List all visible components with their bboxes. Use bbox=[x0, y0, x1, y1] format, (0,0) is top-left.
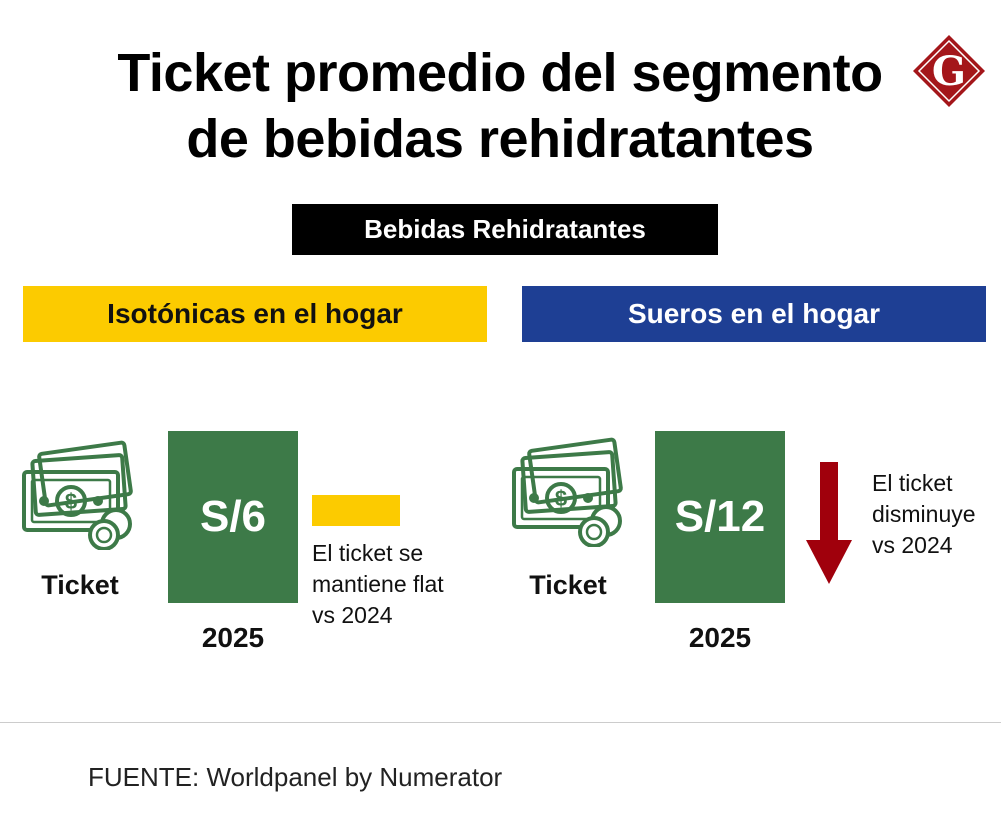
footer-divider bbox=[0, 722, 1001, 723]
diamond-logo-icon: G bbox=[913, 35, 985, 107]
money-bills-coins-icon: $ bbox=[512, 437, 623, 547]
category-isotonicas: Isotónicas en el hogar bbox=[23, 286, 487, 342]
ticket-label-left: Ticket bbox=[41, 570, 119, 600]
title-line-2: de bebidas rehidratantes bbox=[186, 109, 814, 169]
down-arrow-icon bbox=[806, 462, 852, 584]
title-line-1: Ticket promedio del segmento bbox=[117, 43, 883, 103]
year-left: 2025 bbox=[201, 622, 265, 653]
flat-indicator bbox=[312, 495, 400, 526]
money-bills-coins-icon: $ bbox=[22, 440, 133, 550]
note-left-line-3: vs 2024 bbox=[312, 602, 393, 628]
category-sueros: Sueros en el hogar bbox=[522, 286, 986, 342]
note-left-line-1: El ticket se bbox=[312, 540, 424, 566]
section-label: Bebidas Rehidratantes bbox=[292, 204, 718, 255]
note-right: El ticket disminuye vs 2024 bbox=[872, 468, 976, 561]
note-right-line-3: vs 2024 bbox=[872, 532, 953, 558]
ticket-label-right: Ticket bbox=[529, 570, 607, 600]
value-box-left: S/6 bbox=[168, 431, 298, 603]
note-left-line-2: mantiene flat bbox=[312, 571, 444, 597]
note-right-line-1: El ticket bbox=[872, 470, 953, 496]
svg-text:$: $ bbox=[65, 489, 77, 514]
logo-letter: G bbox=[932, 48, 966, 95]
note-left: El ticket se mantiene flat vs 2024 bbox=[312, 538, 444, 631]
page-title: Ticket promedio del segmento de bebidas … bbox=[90, 40, 910, 172]
source-note: FUENTE: Worldpanel by Numerator bbox=[88, 762, 503, 792]
value-box-right: S/12 bbox=[655, 431, 785, 603]
svg-text:$: $ bbox=[555, 486, 567, 511]
year-right: 2025 bbox=[688, 622, 752, 653]
note-right-line-2: disminuye bbox=[872, 501, 976, 527]
